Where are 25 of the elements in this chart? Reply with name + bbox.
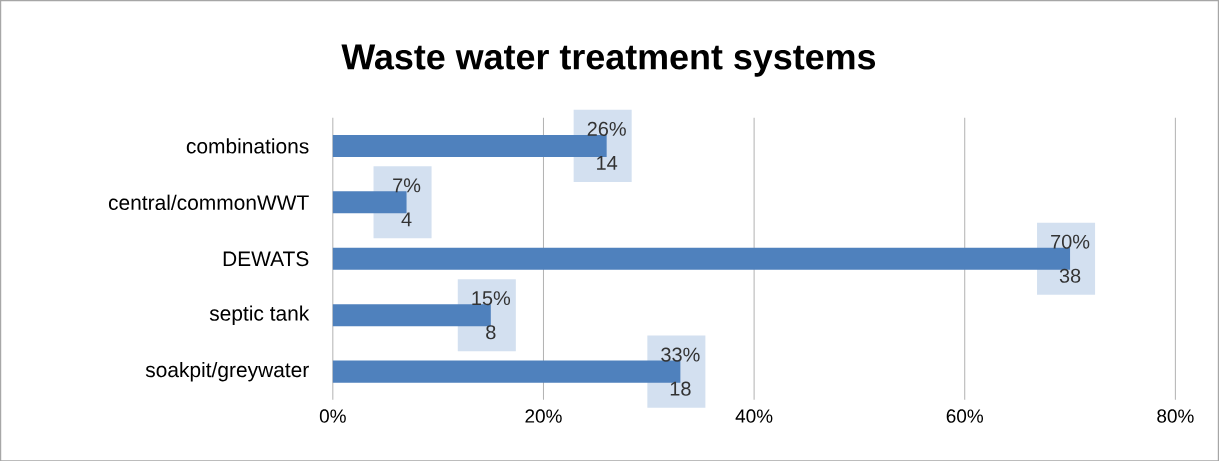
data-label: 33% <box>661 347 700 362</box>
data-label: 15% <box>472 290 511 305</box>
y-tick-label: septic tank <box>209 305 310 325</box>
annotation: 38 <box>1059 268 1081 283</box>
x-tick-label: 60% <box>946 409 984 423</box>
annotation: 8 <box>486 324 496 340</box>
bar <box>332 247 1071 270</box>
bar <box>332 191 407 214</box>
y-tick-label: soakpit/greywater <box>145 361 309 382</box>
chart-title: Waste water treatment systems <box>341 44 876 77</box>
data-label: 26% <box>587 121 626 136</box>
data-label: 7% <box>393 178 421 193</box>
x-tick-label: 20% <box>525 409 562 423</box>
annotation: 18 <box>670 381 691 396</box>
y-tick-label: combinations <box>186 137 309 154</box>
x-tick-label: 0% <box>319 409 346 423</box>
annotation: 14 <box>597 155 618 170</box>
annotation: 4 <box>401 212 412 226</box>
y-tick-label: central/commonWWT <box>108 194 309 210</box>
bar <box>332 360 681 383</box>
x-tick-label: 80% <box>1157 409 1194 423</box>
bar <box>332 134 607 157</box>
y-tick-label: DEWATS <box>223 251 309 266</box>
data-label: 70% <box>1051 234 1090 249</box>
x-tick-label: 40% <box>735 409 773 423</box>
